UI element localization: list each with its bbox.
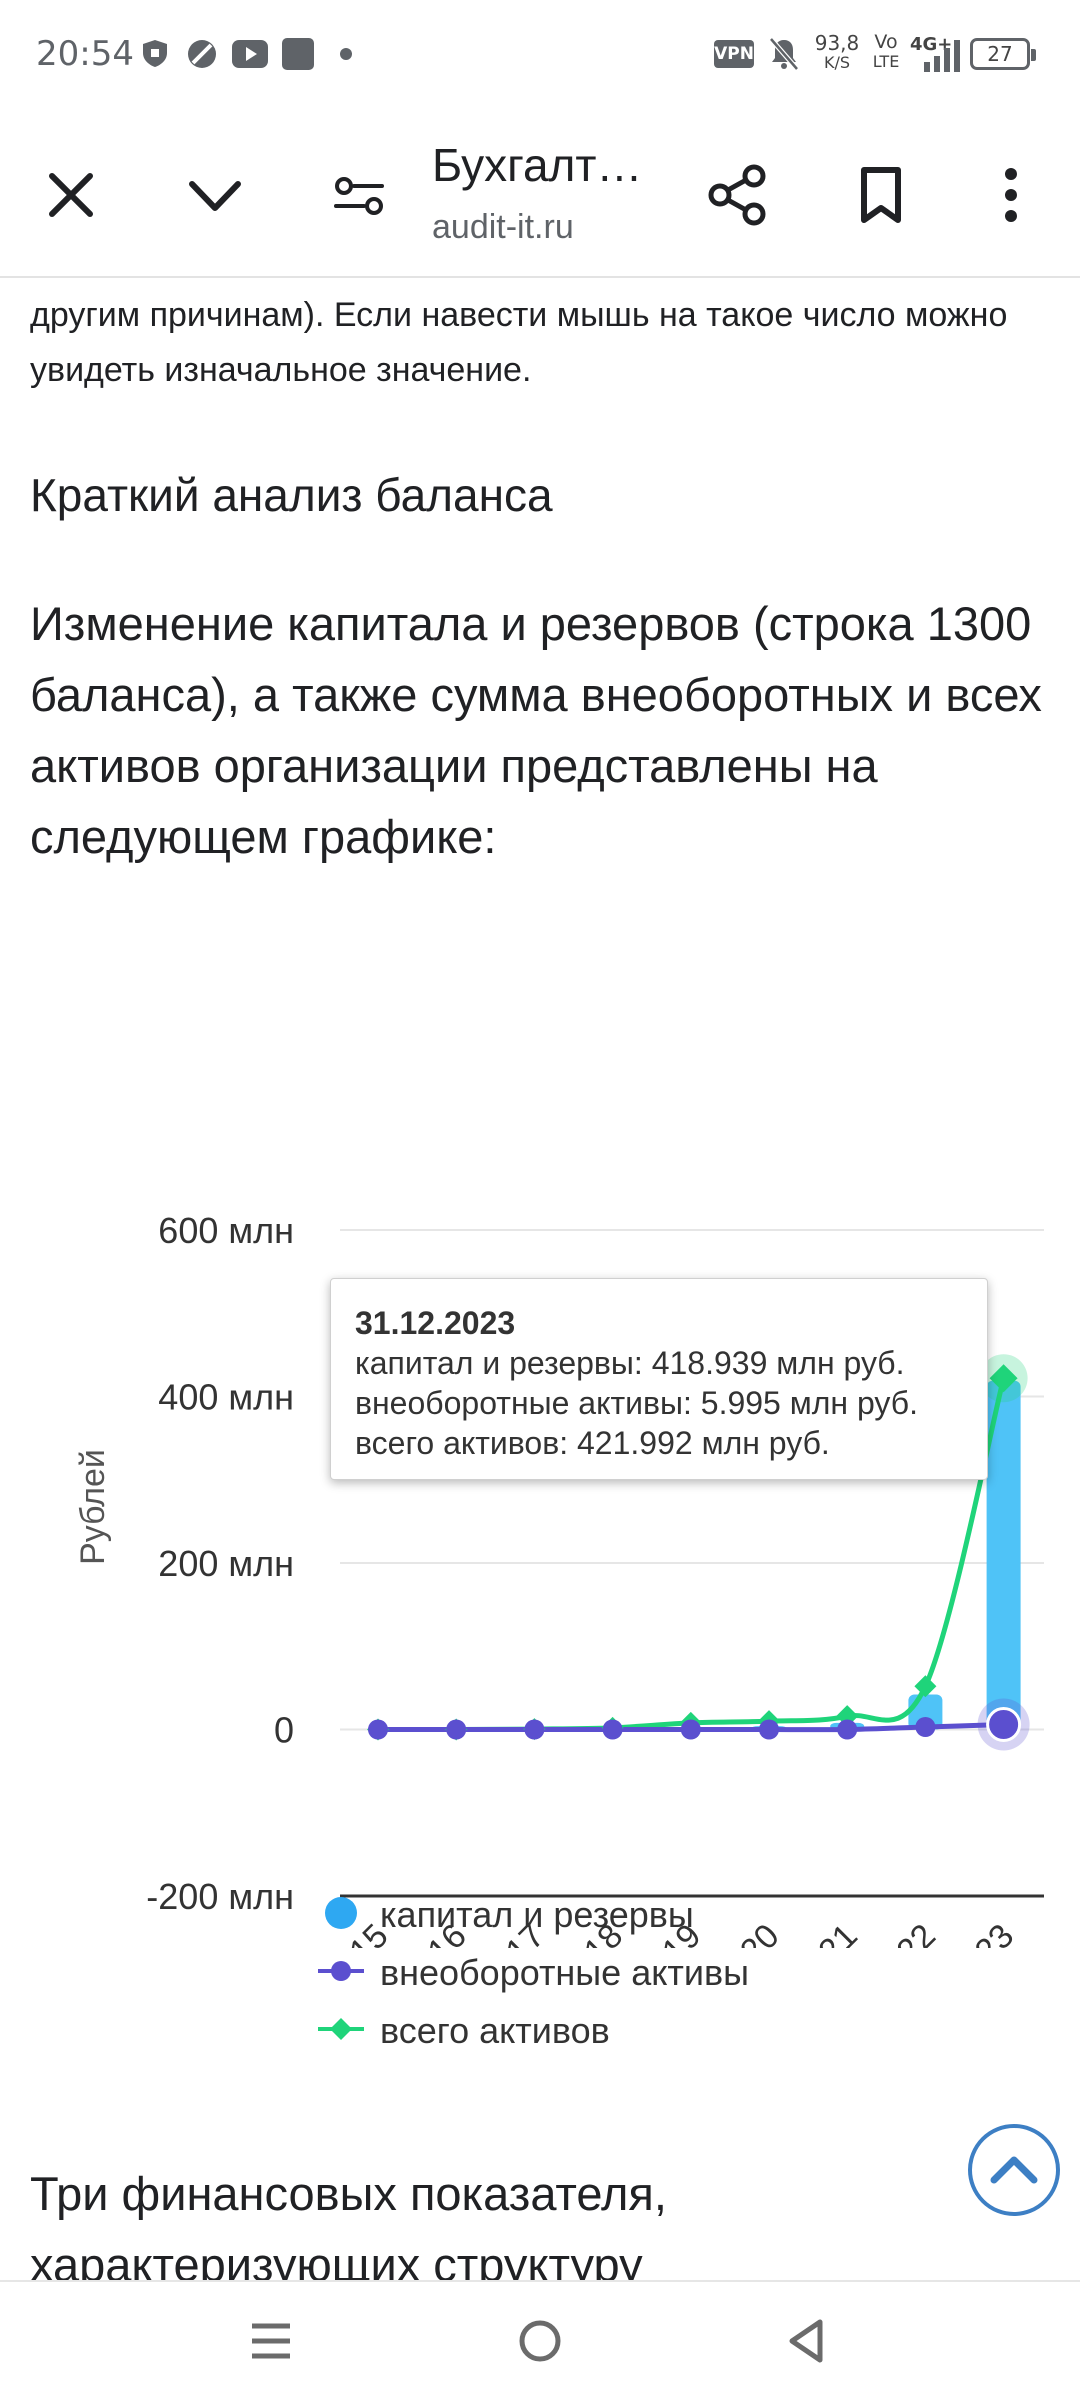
chevron-up-icon: [990, 2156, 1038, 2184]
bar: [986, 1380, 1021, 1730]
signal-icon: [924, 40, 960, 72]
page-title[interactable]: Бухгалт…: [432, 139, 643, 191]
battery-icon: 27: [970, 38, 1036, 70]
mute-icon: [769, 37, 799, 71]
chart-tooltip: 31.12.2023 капитал и резервы: 418.939 мл…: [330, 1278, 988, 1480]
article-content: другим причинам). Если навести мышь на т…: [0, 278, 1080, 2280]
tune-icon[interactable]: [324, 160, 394, 230]
close-icon[interactable]: [36, 160, 106, 230]
battery-level: 27: [987, 42, 1013, 66]
share-icon[interactable]: [702, 160, 772, 230]
circle-marker: [986, 1707, 1022, 1743]
circle-marker: [837, 1719, 858, 1740]
tooltip-line: всего активов: 421.992 млн руб.: [355, 1425, 830, 1461]
net-speed: 93,8 K/S: [814, 31, 860, 72]
scroll-to-top-button[interactable]: [968, 2124, 1060, 2216]
tooltip-line: капитал и резервы: 418.939 млн руб.: [355, 1345, 905, 1381]
tooltip-date: 31.12.2023: [355, 1305, 516, 1341]
legend-diamond-marker: [318, 2018, 364, 2040]
status-time: 20:54: [36, 34, 134, 74]
more-icon[interactable]: [976, 160, 1046, 230]
bookmark-icon[interactable]: [846, 160, 916, 230]
browser-toolbar: Бухгалт… audit-it.ru: [0, 110, 1080, 278]
chevron-down-icon[interactable]: [180, 160, 250, 230]
y-tick-label: 600 млн: [158, 1210, 294, 1251]
y-tick-label: 0: [274, 1710, 294, 1751]
lead-paragraph: Изменение капитала и резервов (строка 13…: [30, 597, 1042, 863]
y-tick-label: -200 млн: [146, 1876, 294, 1917]
tooltip-line: внеоборотные активы: 5.995 млн руб.: [355, 1385, 918, 1421]
legend-label: внеоборотные активы: [380, 1952, 749, 1993]
circle-marker: [446, 1719, 467, 1740]
y-tick-label: 400 млн: [158, 1377, 294, 1418]
system-nav-bar: [0, 2280, 1080, 2400]
back-icon[interactable]: [772, 2306, 842, 2376]
balance-chart[interactable]: 600 млн 400 млн 200 млн 0 -200 млн Рублей 31.1…: [0, 888, 1080, 1948]
youtube-icon: [232, 40, 268, 68]
circle-marker: [680, 1719, 701, 1740]
y-axis-label: Рублей: [74, 1449, 112, 1565]
status-bar: 20:54 VPN 93,8 K/S Vo LTE 4G+: [0, 0, 1080, 110]
legend-label: капитал и резервы: [380, 1894, 694, 1935]
circle-marker: [759, 1719, 779, 1740]
diamond-marker: [914, 1675, 937, 1698]
legend-circle-marker: [318, 1961, 364, 1981]
no-disturb-icon: [188, 40, 216, 68]
chart-svg: 600 млн 400 млн 200 млн 0 -200 млн Рублей 31.1…: [74, 1210, 1044, 1948]
app-icon: [282, 38, 314, 70]
circle-marker: [524, 1719, 545, 1740]
diamond-marker: [989, 1364, 1018, 1393]
section-heading: Краткий анализ баланса: [30, 469, 553, 521]
page-url[interactable]: audit-it.ru: [432, 208, 574, 246]
circle-marker: [602, 1719, 623, 1740]
legend-bar-marker: [325, 1897, 357, 1929]
y-tick-label: 200 млн: [158, 1543, 294, 1584]
network-label: 4G+: [910, 34, 953, 55]
volte-label: Vo LTE: [872, 31, 900, 71]
bottom-paragraph: Три финансовых показателя, характеризующ…: [30, 2167, 667, 2280]
legend-label: всего активов: [380, 2010, 610, 2051]
dot-icon: [340, 48, 352, 60]
circle-marker: [368, 1719, 388, 1740]
circle-marker: [915, 1717, 936, 1738]
menu-icon[interactable]: [236, 2306, 306, 2376]
paragraph-cut: другим причинам). Если навести мышь на т…: [30, 296, 1008, 389]
vpn-badge: VPN: [714, 40, 754, 68]
shield-icon: [143, 40, 167, 67]
home-icon[interactable]: [505, 2306, 575, 2376]
